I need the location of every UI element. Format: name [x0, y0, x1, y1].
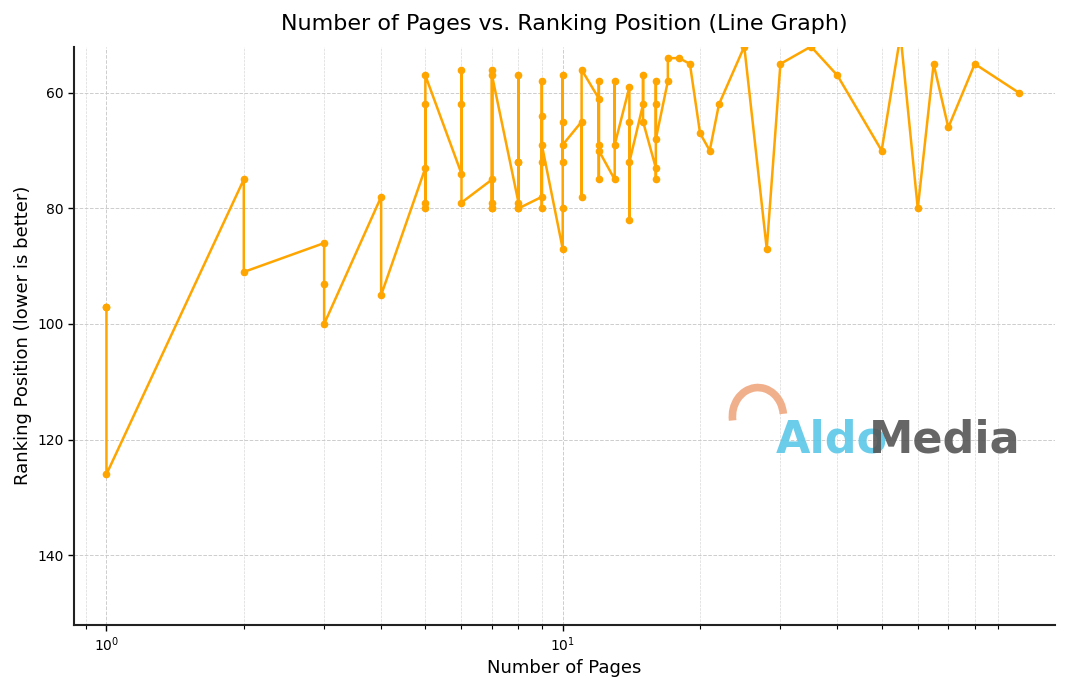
X-axis label: Number of Pages: Number of Pages: [487, 659, 641, 677]
Text: Aldo: Aldo: [776, 418, 887, 461]
Title: Number of Pages vs. Ranking Position (Line Graph): Number of Pages vs. Ranking Position (Li…: [281, 14, 848, 34]
Text: Media: Media: [869, 418, 1021, 461]
Y-axis label: Ranking Position (lower is better): Ranking Position (lower is better): [14, 186, 32, 485]
